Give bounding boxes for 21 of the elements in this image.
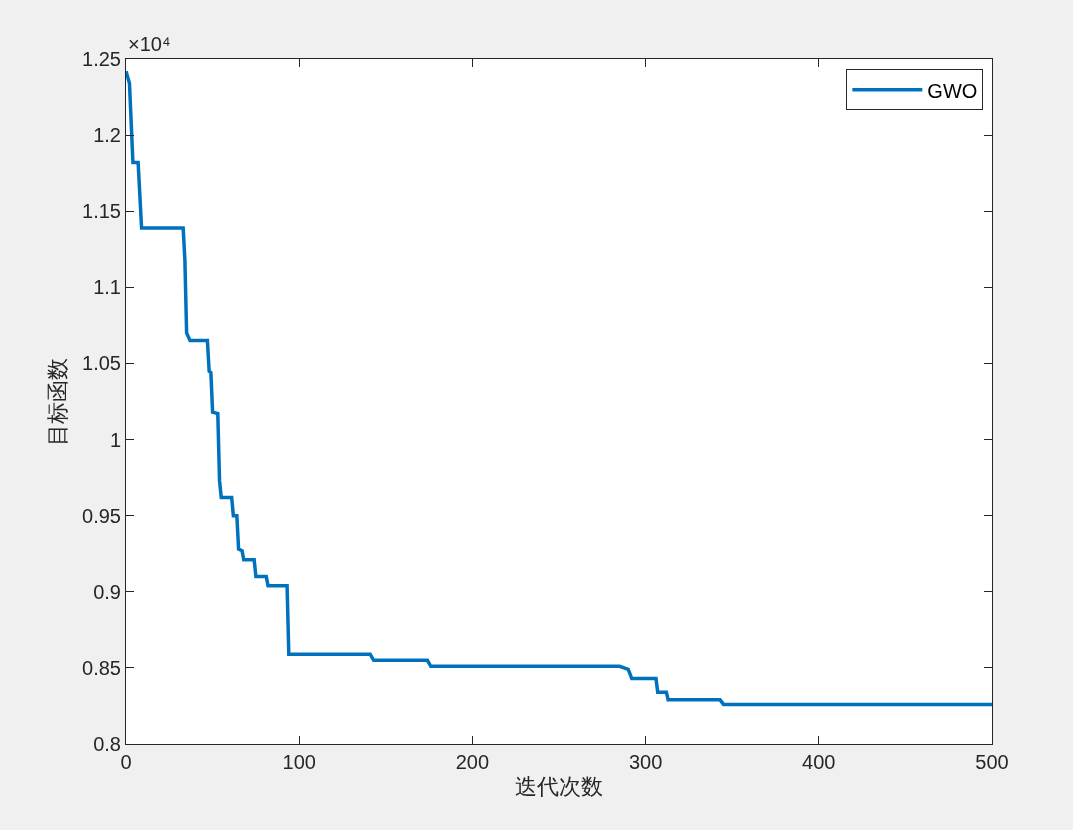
x-tick-label: 300 — [628, 751, 663, 773]
y-tick-label: 1.2 — [93, 124, 121, 147]
y-tick-label: 1 — [109, 428, 121, 451]
text: ×10⁴ — [128, 33, 171, 55]
y-tick-label: 1.05 — [82, 352, 121, 375]
legend-label: GWO — [927, 79, 978, 102]
x-axis-title: 迭代次数 — [515, 773, 603, 799]
y-tick-label: 0.9 — [93, 580, 121, 603]
x-tick-label: 200 — [455, 751, 490, 773]
y-tick-label: 1.1 — [93, 276, 121, 299]
y-axis-title: 目标函数 — [44, 357, 70, 446]
y-tick-label: 0.8 — [93, 733, 121, 755]
x-tick-label: 100 — [282, 751, 316, 773]
line-series — [126, 69, 992, 707]
y-tick-label: 1.25 — [82, 48, 121, 70]
x-tick-label: 500 — [975, 751, 1009, 773]
y-tick-label: 0.85 — [82, 656, 121, 679]
x-tick-label: 400 — [802, 751, 836, 773]
x-tick-label: 0 — [120, 751, 132, 773]
y-tick-label: 0.95 — [82, 504, 121, 527]
y-tick-label: 1.15 — [82, 200, 121, 223]
